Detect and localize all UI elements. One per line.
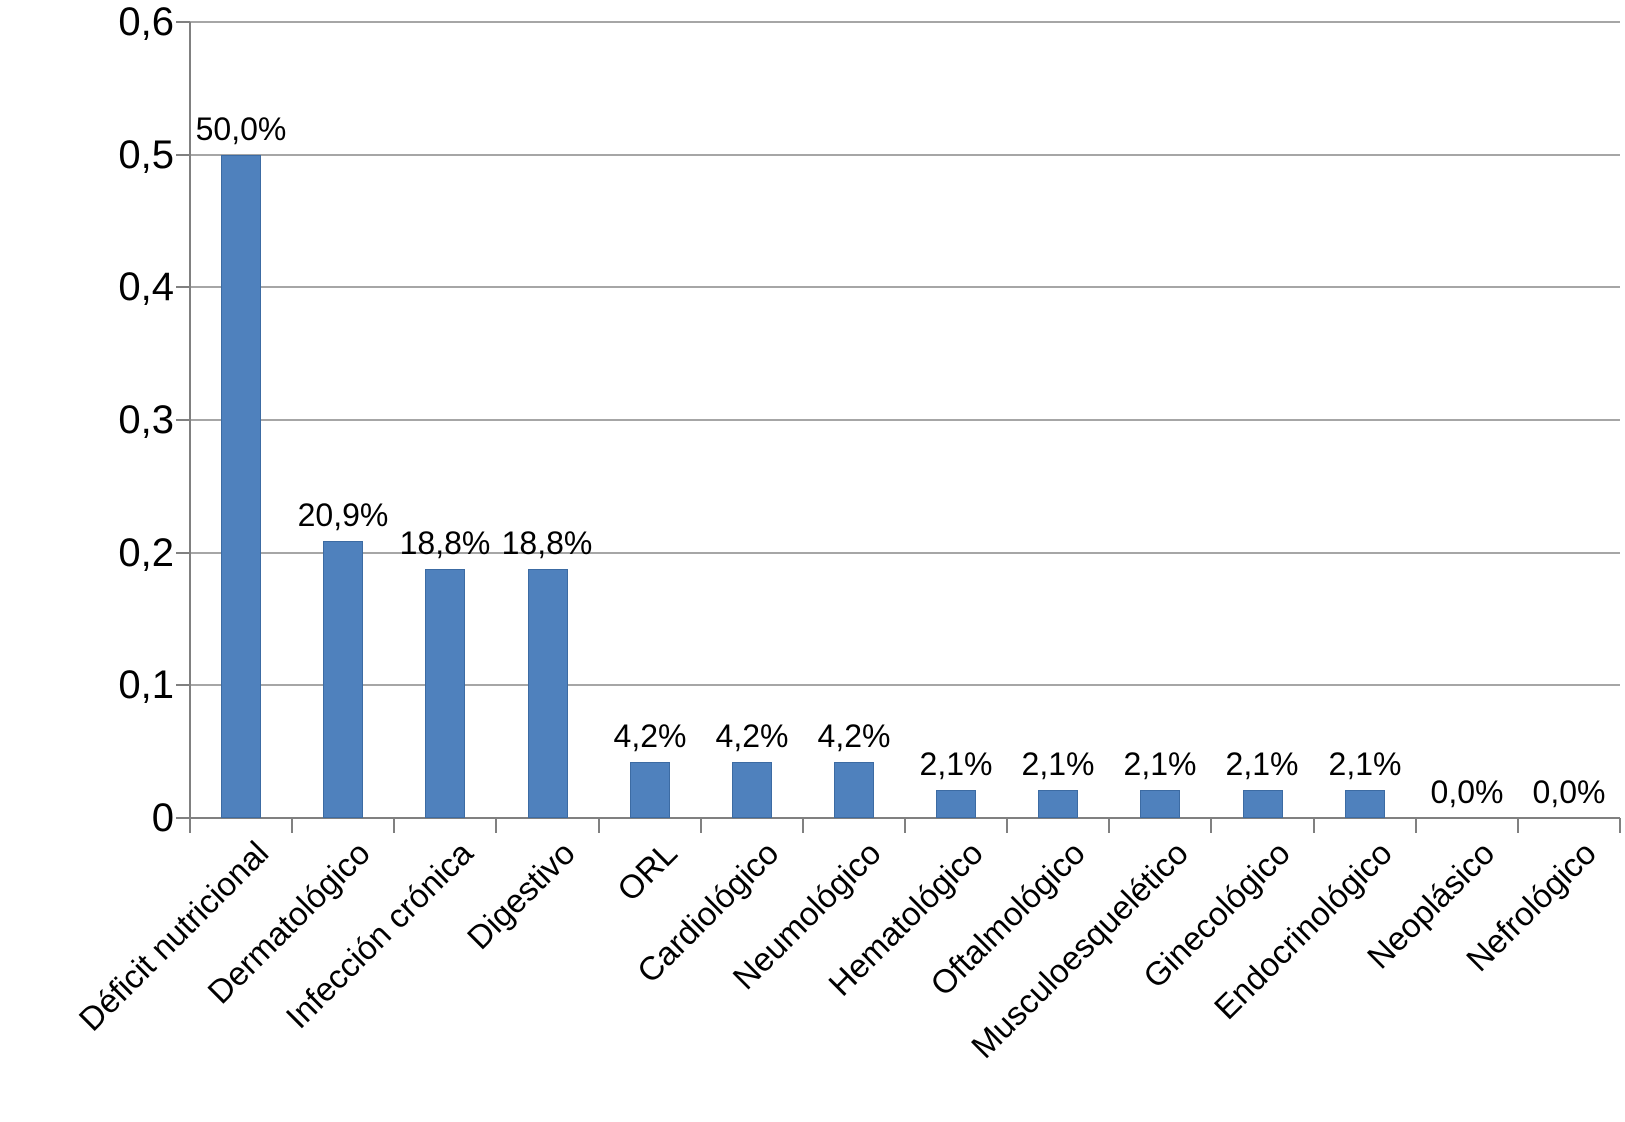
y-axis-line (189, 22, 191, 818)
y-axis-label: 0,6 (118, 0, 174, 44)
x-axis-label: Déficit nutricional (71, 834, 276, 1038)
bar (1038, 790, 1078, 818)
x-axis-label: Endocrinológico (1206, 834, 1399, 1027)
x-axis-tick (801, 818, 804, 833)
bar (834, 762, 874, 818)
y-axis-tick (176, 21, 190, 23)
bar-value-label: 2,1% (1021, 746, 1095, 782)
y-axis-label: 0,1 (118, 663, 174, 708)
bar (221, 155, 261, 818)
gridline (190, 551, 1620, 554)
bar-value-label: 2,1% (1328, 746, 1402, 782)
y-axis-label: 0,5 (118, 132, 174, 177)
y-axis-tick (176, 817, 190, 819)
bar-value-label: 0,0% (1430, 774, 1504, 810)
x-axis-tick (189, 818, 191, 833)
gridline (190, 21, 1620, 23)
y-axis-label: 0 (151, 796, 174, 840)
x-axis-tick (1312, 818, 1315, 833)
bar-value-label: 2,1% (1225, 746, 1299, 782)
bar (323, 541, 363, 818)
y-axis-label: 0,4 (118, 265, 174, 310)
y-axis-tick (176, 684, 190, 687)
x-axis-tick (1108, 818, 1111, 833)
x-axis-tick (904, 818, 906, 833)
bar (1345, 790, 1385, 818)
x-axis-tick (699, 818, 702, 833)
gridline (190, 684, 1620, 687)
bar-value-label: 2,1% (919, 746, 993, 782)
x-axis-tick (1210, 818, 1213, 833)
y-axis-tick (176, 419, 190, 421)
bar (528, 569, 568, 818)
x-axis-tick (495, 818, 498, 833)
bar-value-label: 0,0% (1532, 774, 1606, 810)
gridline (190, 286, 1620, 289)
x-axis-label: Infección crónica (278, 834, 480, 1036)
bar (630, 762, 670, 818)
x-axis-tick (1619, 818, 1621, 833)
y-axis-tick (176, 153, 190, 156)
bar (1140, 790, 1180, 818)
gridline (190, 153, 1620, 156)
bar-value-label: 4,2% (715, 718, 789, 754)
y-axis-tick (176, 551, 190, 554)
x-axis-tick (597, 818, 600, 833)
bar-value-label: 2,1% (1123, 746, 1197, 782)
bar-value-label: 4,2% (613, 718, 687, 754)
x-axis-tick (1006, 818, 1009, 833)
bar (936, 790, 976, 818)
x-axis-label: Digestivo (459, 834, 582, 957)
x-axis-label: ORL (609, 834, 684, 909)
x-axis-tick (1414, 818, 1417, 833)
y-axis-label: 0,2 (118, 530, 174, 575)
bar-value-label: 18,8% (399, 525, 491, 561)
y-axis-label: 0,3 (118, 398, 174, 442)
x-axis-tick (291, 818, 294, 833)
bar-value-label: 50,0% (195, 111, 287, 147)
gridline (190, 419, 1620, 421)
bar-value-label: 18,8% (501, 525, 593, 561)
bar (425, 569, 465, 818)
y-axis-tick (176, 286, 190, 289)
bar (1243, 790, 1283, 818)
bar-value-label: 20,9% (297, 497, 389, 533)
x-axis-tick (393, 818, 396, 833)
bar (732, 762, 772, 818)
bar-value-label: 4,2% (817, 718, 891, 754)
x-axis-tick (1516, 818, 1519, 833)
